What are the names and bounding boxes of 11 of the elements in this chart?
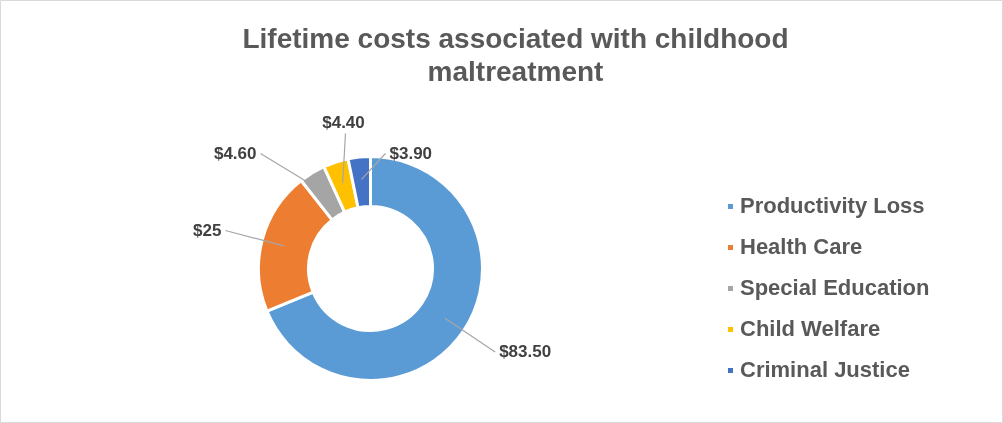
data-label: $25: [193, 220, 222, 240]
legend-label: Productivity Loss: [740, 193, 925, 219]
data-label: $4.60: [213, 144, 257, 163]
legend-label: Special Education: [740, 275, 930, 301]
legend-label: Criminal Justice: [740, 357, 910, 383]
data-label: $3.90: [389, 144, 433, 163]
legend-label: Health Care: [740, 234, 863, 260]
legend-label: Child Welfare: [740, 316, 881, 342]
data-label: $83.50: [499, 342, 552, 362]
data-label: $4.40: [322, 112, 365, 132]
chart-title: Lifetime costs associated with childhood maltreatment: [242, 23, 789, 87]
